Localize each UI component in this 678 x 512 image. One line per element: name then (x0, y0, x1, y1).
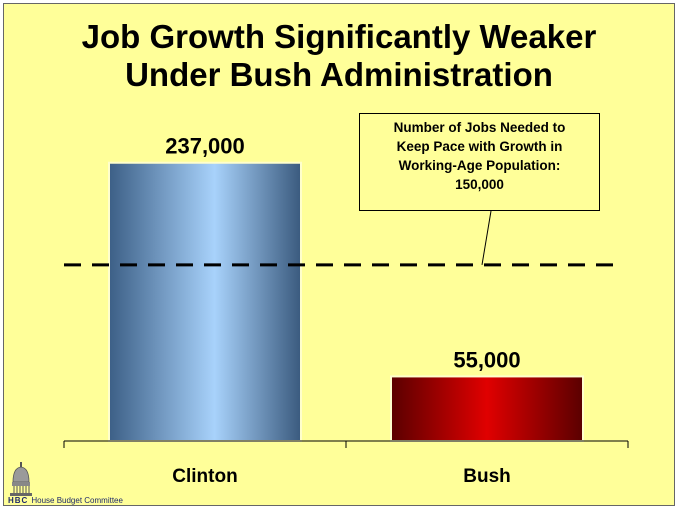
bar-bush (390, 375, 584, 443)
slide: Job Growth Significantly Weaker Under Bu… (3, 3, 675, 506)
callout-line-3: Working-Age Population: (398, 158, 561, 173)
chart-title: Job Growth Significantly Weaker Under Bu… (4, 18, 674, 94)
org-name: House Budget Committee (31, 496, 123, 505)
title-line-2: Under Bush Administration (125, 56, 553, 93)
callout-line-1: Number of Jobs Needed to (393, 120, 566, 135)
callout-line-2: Keep Pace with Growth in (396, 139, 563, 154)
title-line-1: Job Growth Significantly Weaker (81, 18, 597, 55)
logo-letters: HBC (8, 496, 29, 505)
category-label-bush: Bush (463, 466, 511, 487)
callout-line-4: 150,000 (455, 177, 504, 192)
callout-pointer (481, 210, 492, 265)
category-label-clinton: Clinton (172, 466, 237, 487)
reference-callout: Number of Jobs Needed to Keep Pace with … (359, 113, 600, 211)
value-label-clinton: 237,000 (165, 134, 245, 159)
capitol-dome-icon (10, 462, 32, 496)
hbc-logo: HBC House Budget Committee (8, 462, 208, 505)
bar-chart: 237,000 Clinton 55,000 Bush (63, 134, 629, 487)
value-label-bush: 55,000 (453, 347, 520, 372)
logo-text: HBC House Budget Committee (8, 496, 123, 505)
bar-clinton (108, 161, 302, 442)
